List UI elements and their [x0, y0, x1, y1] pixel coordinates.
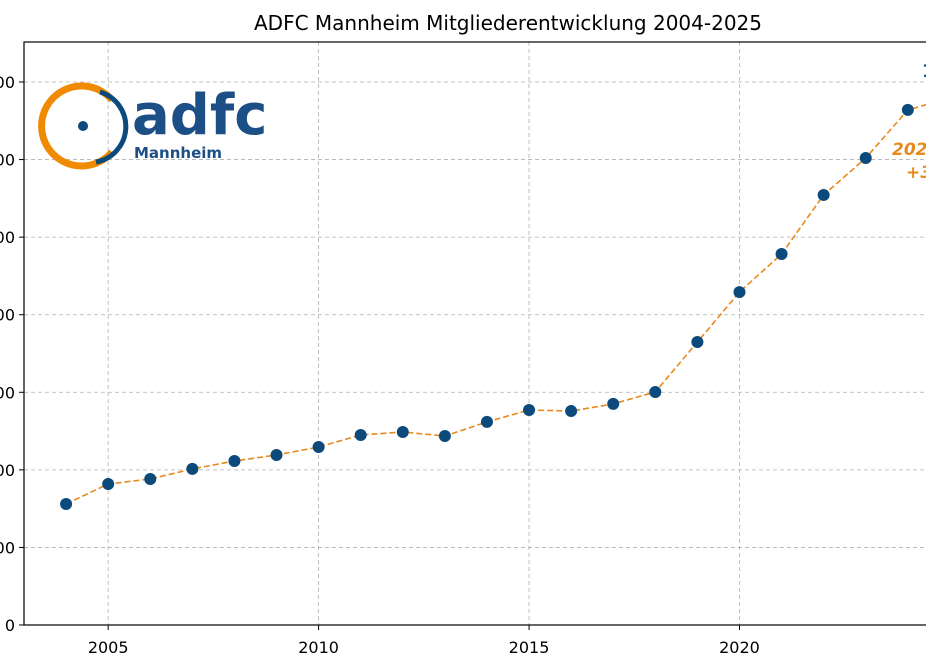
data-point: [733, 286, 746, 299]
logo-text: adfc: [132, 83, 267, 148]
chart-title: ADFC Mannheim Mitgliederentwicklung 2004…: [254, 11, 762, 35]
data-point: [859, 152, 872, 165]
y-tick-label: 1000: [0, 461, 15, 480]
x-tick-label: 2005: [88, 638, 129, 657]
data-point: [607, 397, 620, 410]
x-tick-label: 2010: [298, 638, 339, 657]
data-point: [354, 428, 367, 441]
y-tick-label: 3000: [0, 151, 15, 170]
y-tick-label: 2000: [0, 306, 15, 325]
logo-dot: [78, 121, 88, 131]
data-point: [144, 473, 157, 486]
logo-arc: [38, 82, 115, 170]
y-tick-label: 3500: [0, 73, 15, 92]
data-point: [649, 385, 662, 398]
data-point: [270, 448, 283, 461]
data-point: [775, 248, 788, 261]
data-point: [523, 403, 536, 416]
data-point: [60, 497, 73, 510]
plot-frame: [23, 41, 926, 626]
plot: 0 500 1000 1500 2000 2500 3000 3500 2005 2010 2015…: [0, 41, 926, 657]
x-tick-label: 2020: [719, 638, 760, 657]
data-point: [901, 103, 914, 116]
data-point: [565, 405, 578, 418]
logo-arc: [95, 89, 129, 165]
data-point: [480, 415, 493, 428]
x-tick-label: 2015: [509, 638, 550, 657]
data-line: [65, 103, 926, 505]
annotation: 202: [892, 140, 926, 160]
y-tick-label: 500: [0, 538, 15, 557]
logo: adfc Mannheim: [38, 82, 267, 170]
data-point: [186, 462, 199, 475]
y-tick-label: 0: [5, 616, 15, 635]
data-point: [691, 336, 704, 349]
y-tick-label: 2500: [0, 228, 15, 247]
logo-subtext: Mannheim: [134, 144, 222, 162]
data-point: [102, 477, 115, 490]
data-point: [312, 441, 325, 454]
data-point: [228, 455, 241, 468]
y-tick-label: 1500: [0, 383, 15, 402]
data-point: [817, 188, 830, 201]
data-point: [438, 430, 451, 443]
data-point: [396, 426, 409, 439]
annotation: 1: [922, 61, 926, 82]
annotation: +3: [906, 163, 926, 183]
